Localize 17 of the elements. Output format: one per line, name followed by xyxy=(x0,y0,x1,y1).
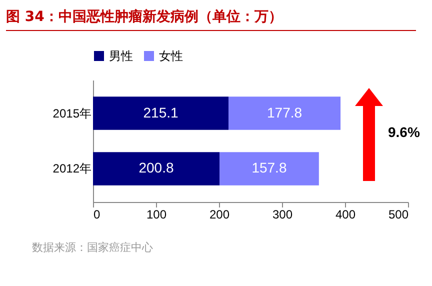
data-label: 157.8 xyxy=(252,160,287,176)
x-tick-label: 100 xyxy=(146,208,167,222)
y-tick-label: 2015年 xyxy=(52,106,92,120)
x-tick-label: 200 xyxy=(209,208,230,222)
data-label: 200.8 xyxy=(138,160,174,176)
chart-title: 图 34：中国恶性肿瘤新发病例（单位：万） xyxy=(6,8,416,31)
legend-label: 男性 xyxy=(109,49,133,63)
data-label: 177.8 xyxy=(266,104,302,120)
source-note: 数据来源：国家癌症中心 xyxy=(32,240,153,255)
x-tick-label: 300 xyxy=(272,208,293,222)
legend-label: 女性 xyxy=(159,49,183,63)
data-label: 215.1 xyxy=(143,104,178,120)
x-tick-label: 500 xyxy=(388,208,409,222)
x-tick-label: 0 xyxy=(94,208,100,222)
annotation: 9.6% xyxy=(388,124,420,140)
y-tick-label: 2012年 xyxy=(52,162,92,176)
x-tick-label: 400 xyxy=(335,208,356,222)
